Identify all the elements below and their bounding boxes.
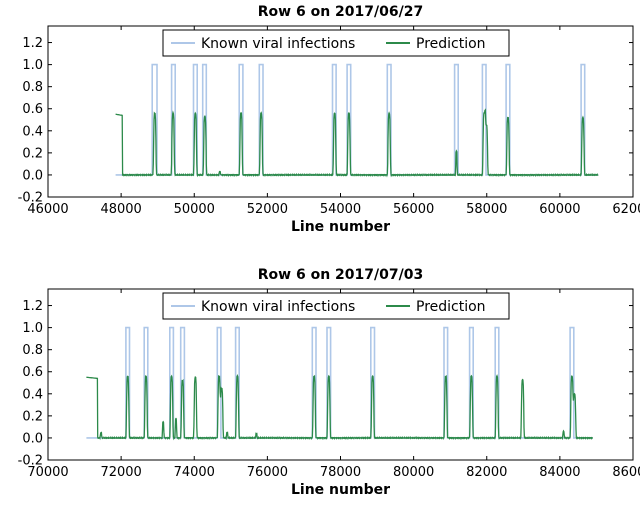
legend-box	[162, 29, 510, 57]
x-tick-label: 48000	[100, 202, 141, 217]
y-tick-label: 0.6	[22, 102, 43, 117]
x-tick-label: 46000	[27, 202, 68, 217]
x-tick-label: 56000	[393, 202, 434, 217]
y-tick-label: 0.0	[22, 168, 43, 183]
x-tick-label: 80000	[393, 465, 434, 480]
legend-label-prediction: Prediction	[416, 299, 486, 315]
x-tick-label: 70000	[27, 465, 68, 480]
y-tick-label: -0.2	[18, 454, 43, 469]
y-tick-label: 0.6	[22, 365, 43, 380]
x-axis-label: Line number	[291, 482, 390, 498]
y-tick-label: 0.8	[22, 80, 43, 95]
legend: Known viral infections Prediction	[162, 29, 510, 57]
x-tick-label: 86000	[612, 465, 640, 480]
x-tick-label: 72000	[100, 465, 141, 480]
x-tick-label: 58000	[466, 202, 507, 217]
legend-label-known: Known viral infections	[201, 299, 355, 315]
chart-title: Row 6 on 2017/06/27	[258, 4, 423, 20]
x-tick-label: 54000	[320, 202, 361, 217]
chart-panel-2: Row 6 on 2017/07/03 70000 72000 74000 76000 7…	[18, 267, 640, 498]
series-prediction	[86, 373, 593, 441]
x-tick-label: 82000	[466, 465, 507, 480]
chart-panel-1: Row 6 on 2017/06/27 46000 48000 50000 52000 5…	[18, 4, 640, 235]
y-tick-label: 1.2	[22, 299, 43, 314]
y-tick-label: 0.8	[22, 343, 43, 358]
y-tick-label: 0.4	[22, 124, 43, 139]
x-tick-label: 74000	[174, 465, 215, 480]
chart-title: Row 6 on 2017/07/03	[258, 267, 423, 283]
x-tick-label: 84000	[539, 465, 580, 480]
x-axis-label: Line number	[291, 219, 390, 235]
y-tick-label: 1.0	[22, 58, 43, 73]
legend: Known viral infections Prediction	[162, 292, 510, 320]
x-tick-label: 50000	[174, 202, 215, 217]
series-known-viral-infections	[86, 326, 593, 439]
legend-label-prediction: Prediction	[416, 36, 486, 52]
series-prediction	[115, 108, 599, 178]
y-tick-label: 0.0	[22, 431, 43, 446]
legend-label-known: Known viral infections	[201, 36, 355, 52]
y-tick-label: 1.0	[22, 321, 43, 336]
y-tick-label: -0.2	[18, 191, 43, 206]
y-tick-label: 0.2	[22, 409, 43, 424]
y-tick-label: 0.4	[22, 387, 43, 402]
x-tick-label: 62000	[612, 202, 640, 217]
x-tick-label: 52000	[247, 202, 288, 217]
y-tick-label: 0.2	[22, 146, 43, 161]
x-tick-label: 60000	[539, 202, 580, 217]
x-tick-label: 76000	[247, 465, 288, 480]
legend-box	[162, 292, 510, 320]
series-known-viral-infections	[115, 63, 599, 176]
x-tick-label: 78000	[320, 465, 361, 480]
y-tick-label: 1.2	[22, 36, 43, 51]
